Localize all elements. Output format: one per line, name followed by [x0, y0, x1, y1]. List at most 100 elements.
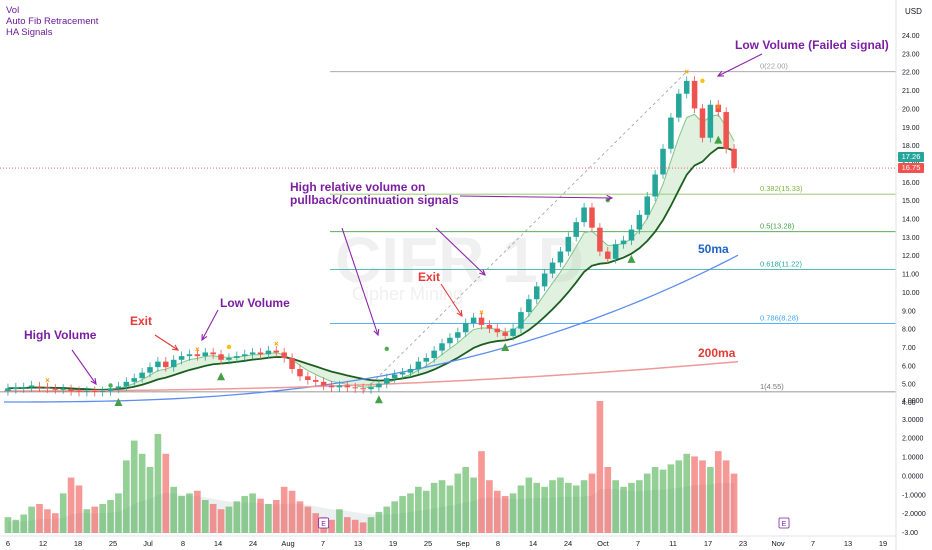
- candle-body: [676, 93, 682, 118]
- arrow-failed-signal: [717, 53, 763, 77]
- candle-body: [399, 372, 406, 375]
- candle-body: [620, 240, 627, 245]
- weak-signal-dot: [226, 344, 232, 350]
- time-tick-label: 7: [321, 539, 325, 548]
- price-tick-label: 13.00: [902, 235, 920, 242]
- candles: [5, 76, 737, 397]
- candle-body: [652, 174, 658, 197]
- volume-bar: [557, 477, 564, 533]
- fib-trend-line: [362, 71, 687, 393]
- volume-tick-label: 0.0000: [902, 473, 924, 480]
- arrow-low-volume: [201, 309, 219, 341]
- exit-signal-x: ×: [45, 376, 50, 385]
- candle-body: [147, 367, 153, 373]
- candle-body: [139, 372, 145, 379]
- volume-bar: [620, 486, 627, 533]
- candle-body: [628, 229, 635, 241]
- candle-body: [573, 222, 579, 237]
- arrow-rel-volume-2: [435, 227, 486, 276]
- candle-body: [241, 354, 248, 357]
- volume-bar: [517, 485, 525, 533]
- candle-body: [581, 207, 587, 223]
- arrow-high-volume: [71, 349, 97, 385]
- fib-label: 0.618(11.22): [760, 260, 802, 269]
- candle-body: [423, 357, 430, 362]
- volume-bar: [241, 496, 249, 533]
- legend-fib[interactable]: Auto Fib Retracement: [6, 16, 99, 27]
- legend-vol[interactable]: Vol: [6, 5, 20, 16]
- candle-body: [257, 352, 264, 355]
- candle-body: [407, 368, 414, 373]
- candle-body: [163, 361, 169, 368]
- volume-bar: [351, 519, 359, 533]
- volume-bar: [249, 493, 256, 533]
- volume-bar: [588, 473, 596, 533]
- volume-bar: [12, 519, 20, 533]
- volume-bar: [643, 473, 651, 533]
- volume-bar: [217, 509, 225, 533]
- continuation-dot: [384, 346, 389, 351]
- candle-body: [210, 352, 216, 355]
- legend-ha[interactable]: HA Signals: [6, 27, 53, 38]
- candle-body: [391, 374, 398, 379]
- candle-body: [660, 148, 666, 175]
- volume-tick-label: 4.0000: [902, 398, 924, 405]
- candle-body: [518, 312, 524, 329]
- candle-body: [668, 117, 674, 149]
- price-tick-label: 18.00: [902, 143, 920, 150]
- candle-body: [76, 390, 82, 392]
- candle-body: [107, 388, 114, 391]
- candle-body: [123, 381, 130, 387]
- candle-body: [28, 385, 35, 388]
- time-tick-label: 14: [214, 539, 222, 548]
- candle-body: [731, 148, 737, 169]
- price-tick-label: 20.00: [902, 106, 920, 113]
- volume-bar: [446, 485, 454, 533]
- volume-bar: [525, 477, 533, 533]
- volume-bar: [714, 451, 722, 533]
- volume-bar: [730, 473, 738, 533]
- ha-signals: × × × × × ×: [45, 68, 723, 406]
- exit-signal-x: ×: [716, 103, 721, 112]
- arrow-rel-volume-1: [341, 227, 379, 336]
- price-tick-label: 5.00: [902, 382, 916, 389]
- fib-label: 0.5(13.28): [760, 222, 795, 231]
- candle-body: [715, 104, 722, 113]
- time-tick-label: 17: [704, 539, 712, 548]
- volume-bar: [375, 511, 383, 533]
- volume-bar: [438, 480, 446, 533]
- volume-tick-label: -3.00: [902, 530, 918, 537]
- annotation-exit-2: Exit: [418, 270, 441, 284]
- candle-body: [565, 236, 572, 252]
- indicator-legend: Vol Auto Fib Retracement HA Signals: [6, 5, 98, 38]
- candle-body: [178, 356, 185, 360]
- candle-body: [533, 286, 540, 300]
- volume-bar: [75, 485, 83, 533]
- volume-bar: [722, 460, 730, 533]
- time-tick-label: 6: [6, 539, 10, 548]
- volume-bar: [636, 480, 643, 533]
- candle-body: [312, 379, 319, 382]
- weak-signal-dot: [700, 78, 705, 84]
- volume-bar: [509, 493, 517, 533]
- exit-signal-x: ×: [479, 308, 484, 317]
- candle-body: [376, 383, 382, 388]
- candle-body: [234, 356, 240, 358]
- volume-bar: [178, 496, 185, 533]
- time-tick-label: 8: [181, 539, 185, 548]
- time-tick-label: Aug: [281, 539, 294, 548]
- buy-signal-triangle: [374, 395, 383, 404]
- volume-bar: [478, 451, 485, 533]
- arrow-exit-2-head: [456, 309, 463, 318]
- time-tick-label: Oct: [597, 539, 610, 548]
- candle-body: [494, 328, 501, 333]
- earnings-marker-label: E: [782, 521, 787, 528]
- price-tick-label: 10.00: [902, 290, 920, 297]
- label-50ma: 50ma: [698, 242, 729, 256]
- time-tick-label: 24: [249, 539, 257, 548]
- volume-bar: [51, 513, 59, 533]
- candle-body: [723, 112, 729, 149]
